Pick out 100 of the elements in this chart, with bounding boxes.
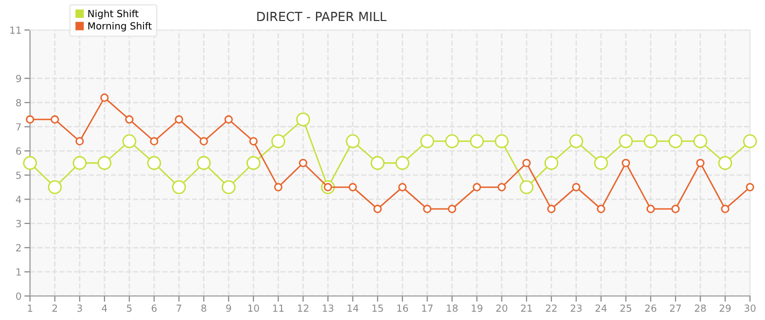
x-tick-label: 30	[744, 304, 756, 312]
x-tick-label: 21	[521, 304, 532, 312]
point	[147, 156, 162, 170]
point	[298, 158, 308, 168]
x-tick-label: 5	[126, 304, 132, 312]
point	[668, 134, 682, 148]
point	[72, 156, 87, 170]
point	[470, 134, 484, 148]
x-tick-label: 14	[348, 304, 358, 312]
point	[373, 204, 382, 214]
x-tick-label: 7	[176, 304, 182, 312]
x-tick-label: 1	[28, 304, 32, 312]
point	[50, 115, 59, 124]
point	[646, 204, 655, 214]
x-tick-label: 28	[694, 304, 706, 312]
x-tick-label: 19	[472, 304, 482, 312]
point	[572, 183, 580, 192]
point	[100, 94, 109, 102]
x-tick-label: 15	[372, 304, 383, 312]
chart-title: DIRECT - PAPER MILL	[257, 12, 386, 22]
point	[348, 183, 357, 192]
point	[547, 204, 556, 214]
y-tick-label: 7	[16, 123, 21, 130]
point	[721, 204, 730, 214]
point	[224, 115, 233, 124]
point	[271, 134, 286, 148]
x-tick-label: 16	[397, 304, 408, 312]
point	[122, 134, 136, 148]
point	[296, 112, 310, 126]
x-tick-label: 4	[102, 304, 108, 312]
legend-label: Morning Shift	[88, 22, 152, 32]
point	[75, 137, 84, 146]
point	[398, 183, 407, 192]
x-tick-label: 25	[620, 304, 632, 312]
y-tick-label: 8	[16, 99, 21, 106]
point	[23, 156, 37, 170]
x-tick-label: 10	[248, 304, 259, 312]
point	[249, 137, 258, 146]
point	[346, 134, 360, 148]
point	[498, 183, 506, 192]
x-tick-label: 8	[201, 304, 206, 312]
point	[448, 204, 456, 214]
point	[196, 156, 211, 170]
point	[125, 115, 134, 124]
point	[594, 156, 608, 170]
y-tick-label: 4	[16, 196, 22, 203]
point	[420, 134, 434, 148]
point	[246, 156, 260, 170]
point	[743, 134, 757, 148]
y-tick-label: 0	[16, 292, 22, 300]
x-tick-label: 27	[670, 304, 681, 312]
x-tick-label: 12	[298, 304, 308, 312]
point	[596, 204, 606, 214]
y-tick-label: 9	[16, 74, 21, 82]
point	[150, 137, 158, 146]
point	[718, 156, 732, 170]
point	[472, 183, 482, 192]
point	[522, 158, 531, 168]
x-tick-label: 6	[152, 304, 157, 312]
point	[222, 180, 236, 194]
x-tick-label: 2	[52, 304, 57, 312]
x-tick-label: 11	[273, 304, 284, 312]
point	[696, 158, 705, 168]
x-tick-label: 18	[446, 304, 458, 312]
point	[569, 134, 584, 148]
legend-label: Night Shift	[88, 10, 138, 20]
x-tick-label: 24	[596, 304, 607, 312]
x-tick-label: 3	[77, 304, 82, 312]
point	[544, 156, 558, 170]
y-tick-label: 6	[16, 147, 22, 155]
x-tick-label: 20	[496, 304, 508, 312]
point	[26, 115, 34, 124]
point	[746, 183, 754, 192]
point	[693, 134, 708, 148]
y-tick-label: 3	[16, 220, 21, 228]
point	[494, 134, 509, 148]
point	[618, 134, 633, 148]
point	[98, 156, 112, 170]
x-tick-label: 29	[720, 304, 731, 312]
x-tick-label: 26	[645, 304, 656, 312]
y-tick-label: 1	[16, 268, 21, 276]
x-tick-label: 17	[422, 304, 433, 312]
point	[370, 156, 385, 170]
y-tick-label: 11	[10, 26, 21, 34]
point	[445, 134, 460, 148]
point	[520, 180, 534, 194]
x-tick-label: 9	[226, 304, 232, 312]
point	[395, 156, 410, 170]
point	[671, 204, 680, 214]
y-tick-label: 5	[16, 172, 21, 179]
point	[48, 180, 62, 194]
x-tick-label: 23	[570, 304, 582, 312]
x-tick-label: 22	[546, 304, 557, 312]
x-tick-label: 13	[322, 304, 334, 312]
y-tick-label: 2	[16, 244, 21, 252]
point	[274, 183, 282, 192]
point	[644, 134, 658, 148]
point	[172, 180, 186, 194]
point	[174, 115, 184, 124]
point	[423, 204, 432, 214]
